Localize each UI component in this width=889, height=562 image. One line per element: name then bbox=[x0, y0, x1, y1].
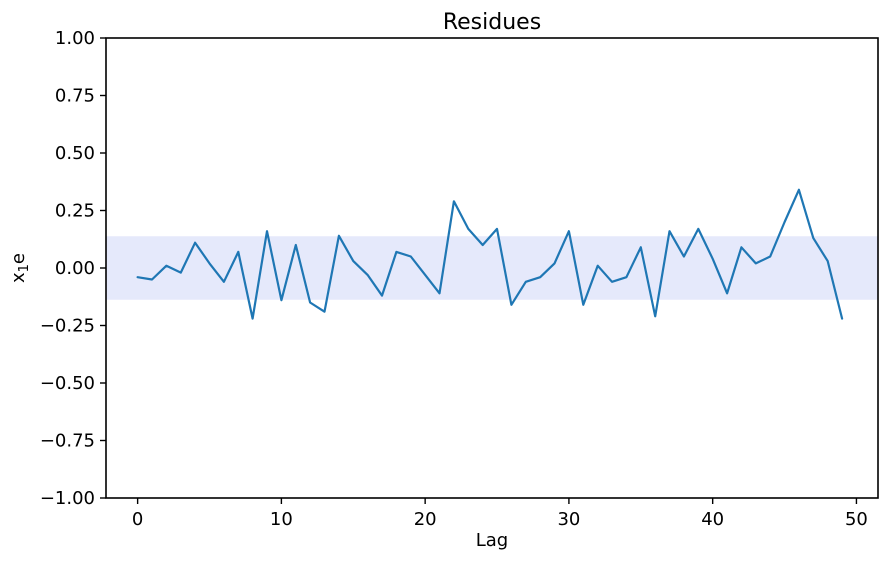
y-axis-ticks: 1.00 0.75 0.50 0.25 0.00 −0.25 −0.50 −0.75 −1.00 bbox=[40, 28, 106, 509]
x-axis-label: Lag bbox=[476, 530, 508, 551]
y-tick-label: 1.00 bbox=[55, 28, 95, 49]
x-tick-label: 40 bbox=[701, 509, 724, 530]
x-tick-label: 10 bbox=[270, 509, 293, 530]
x-tick-label: 30 bbox=[557, 509, 580, 530]
y-axis-label: x1e bbox=[8, 253, 32, 283]
chart-title: Residues bbox=[443, 10, 541, 35]
y-tick-label: −1.00 bbox=[40, 488, 95, 509]
y-tick-label: −0.75 bbox=[40, 431, 95, 452]
y-tick-label: −0.50 bbox=[40, 373, 95, 394]
x-tick-label: 20 bbox=[414, 509, 437, 530]
confidence-band-rect bbox=[106, 236, 878, 300]
y-tick-label: 0.75 bbox=[55, 86, 95, 107]
x-tick-label: 0 bbox=[132, 509, 143, 530]
y-tick-label: 0.25 bbox=[55, 201, 95, 222]
y-tick-label: −0.25 bbox=[40, 316, 95, 337]
x-axis-ticks: 0 10 20 30 40 50 bbox=[132, 498, 868, 530]
residue-series-line bbox=[136, 188, 844, 320]
y-tick-label: 0.00 bbox=[55, 258, 95, 279]
x-tick-label: 50 bbox=[845, 509, 868, 530]
axes-spines bbox=[105, 37, 879, 499]
y-tick-label: 0.50 bbox=[55, 143, 95, 164]
